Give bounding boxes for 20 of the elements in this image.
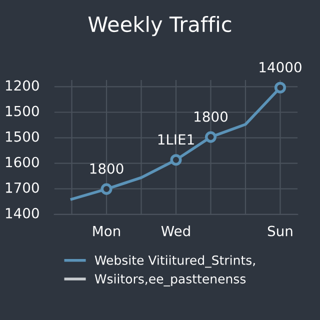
point <box>100 183 112 195</box>
text: 1700 <box>6 182 39 193</box>
text: 1400 <box>6 208 39 218</box>
text: 1500 <box>6 106 39 116</box>
annotation: 1800 <box>90 163 124 174</box>
annotation: 1800 <box>194 111 228 122</box>
annotation: 1LIE1 <box>158 134 194 144</box>
text: 1500 <box>6 131 39 142</box>
text: 14000 <box>260 62 302 72</box>
point <box>204 131 217 143</box>
x-tick-label: Wed <box>161 226 190 236</box>
x-tick-label: Sun <box>268 226 292 236</box>
point <box>170 154 182 166</box>
text: 1200 <box>6 80 39 91</box>
point <box>274 82 286 94</box>
legend-label: Website Vitiitured_Strints, <box>94 255 255 268</box>
x-tick-label: Mon <box>93 226 120 236</box>
text: 1600 <box>6 156 39 168</box>
legend-label: Wsiitors,ee_pasttenenss <box>94 274 246 286</box>
chart-title: Weekly Traffic <box>88 16 232 36</box>
